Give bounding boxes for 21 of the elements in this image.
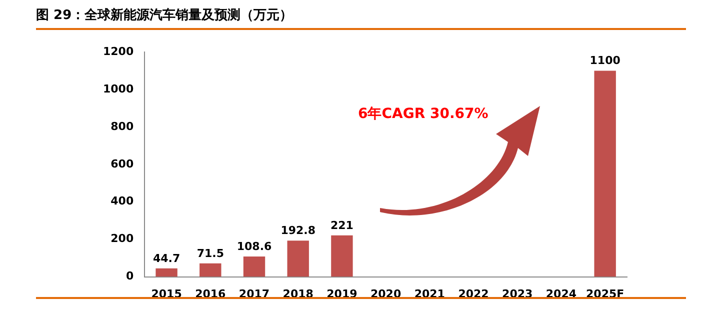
bar (594, 70, 616, 277)
annotation: 6年CAGR 30.67% (358, 105, 488, 123)
data-label: 108.6 (236, 240, 272, 253)
bar (287, 240, 309, 277)
bar (331, 235, 353, 277)
bar (200, 263, 222, 277)
y-tick-label: 400 (110, 194, 134, 208)
data-label: 221 (330, 218, 354, 232)
y-tick-label: 800 (110, 120, 134, 133)
data-label: 44.7 (152, 252, 180, 265)
y-tick-label: 1000 (102, 82, 134, 96)
y-tick-label: 200 (110, 232, 134, 246)
y-tick-label: 600 (110, 157, 134, 170)
y-tick-label: 1200 (102, 44, 134, 58)
chart-title: 图 29：全球新能源汽车销量及预测（万元） (36, 6, 293, 24)
bar (156, 268, 178, 277)
data-label: 71.5 (196, 246, 224, 260)
data-label: 1100 (590, 54, 621, 68)
bar (243, 256, 266, 277)
y-tick-label: 0 (126, 270, 134, 283)
data-label: 192.8 (280, 224, 316, 238)
